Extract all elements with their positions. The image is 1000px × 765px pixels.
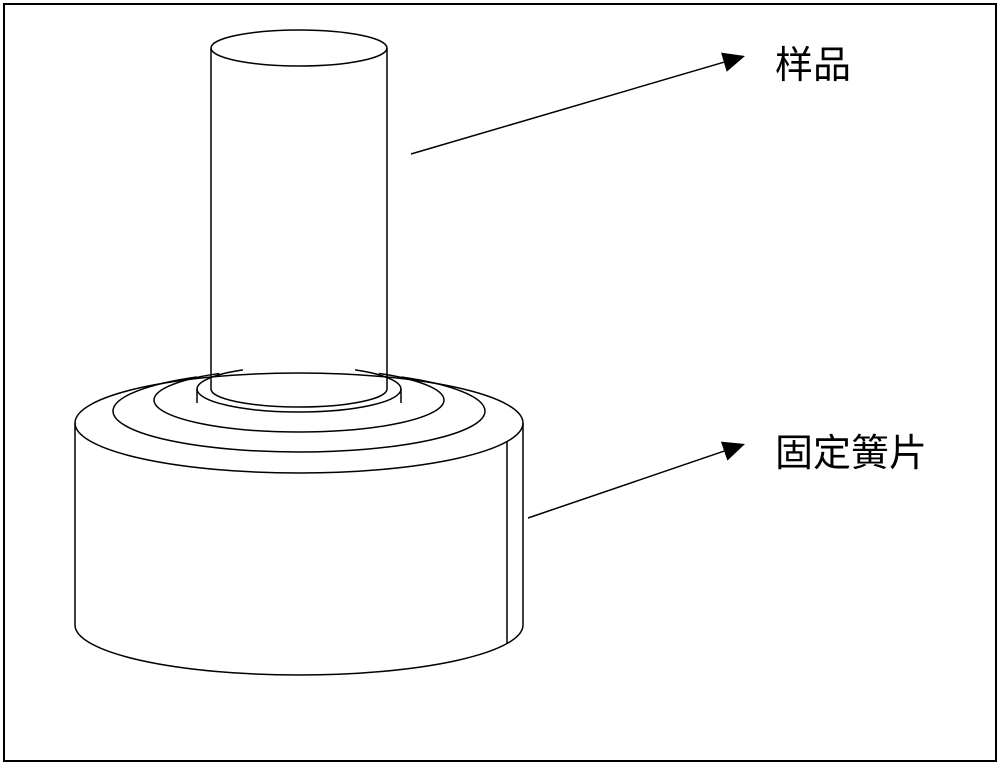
fixing-spring-label: 固定簧片 (775, 422, 927, 477)
diagram-canvas (0, 0, 1000, 765)
sample-label: 样品 (775, 34, 851, 89)
